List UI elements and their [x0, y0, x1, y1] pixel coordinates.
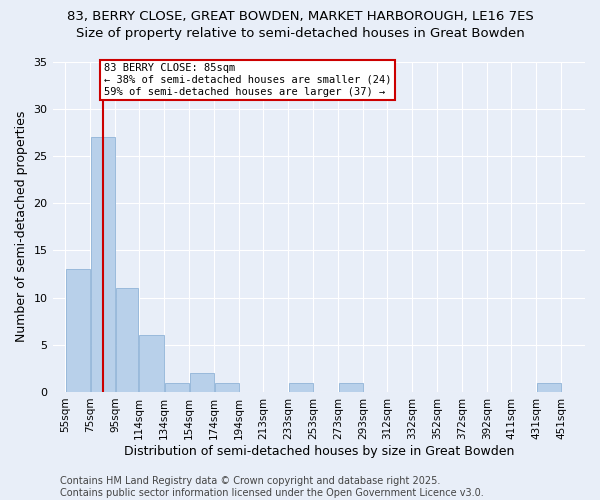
Bar [536, 382, 560, 392]
Y-axis label: Number of semi-detached properties: Number of semi-detached properties [15, 111, 28, 342]
Bar [190, 373, 214, 392]
Bar [91, 137, 115, 392]
Bar [338, 382, 363, 392]
Text: Size of property relative to semi-detached houses in Great Bowden: Size of property relative to semi-detach… [76, 28, 524, 40]
Text: 83 BERRY CLOSE: 85sqm
← 38% of semi-detached houses are smaller (24)
59% of semi: 83 BERRY CLOSE: 85sqm ← 38% of semi-deta… [104, 64, 391, 96]
Bar [289, 382, 313, 392]
Text: Contains HM Land Registry data © Crown copyright and database right 2025.
Contai: Contains HM Land Registry data © Crown c… [60, 476, 484, 498]
X-axis label: Distribution of semi-detached houses by size in Great Bowden: Distribution of semi-detached houses by … [124, 444, 514, 458]
Bar [139, 336, 164, 392]
Bar [164, 382, 188, 392]
Bar [116, 288, 139, 392]
Bar [215, 382, 239, 392]
Text: 83, BERRY CLOSE, GREAT BOWDEN, MARKET HARBOROUGH, LE16 7ES: 83, BERRY CLOSE, GREAT BOWDEN, MARKET HA… [67, 10, 533, 23]
Bar [65, 269, 89, 392]
